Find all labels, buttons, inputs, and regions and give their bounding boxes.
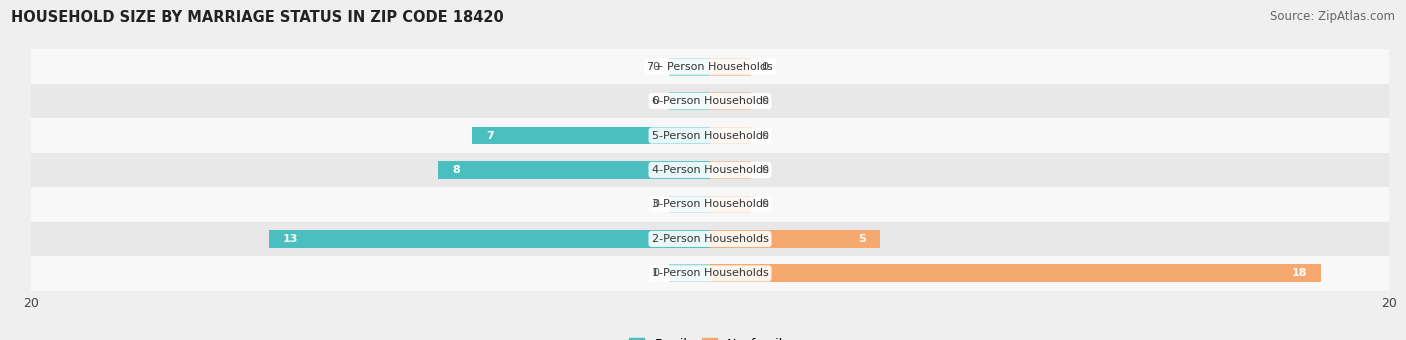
Bar [710, 57, 751, 75]
Bar [472, 126, 710, 144]
Bar [710, 126, 751, 144]
Text: 18: 18 [1292, 269, 1308, 278]
Bar [31, 84, 1389, 118]
Text: 8: 8 [451, 165, 460, 175]
Bar [31, 49, 1389, 84]
Text: 5-Person Households: 5-Person Households [651, 131, 769, 140]
Bar [31, 187, 1389, 222]
Bar [710, 265, 1322, 283]
Text: 7: 7 [486, 131, 494, 140]
Text: Source: ZipAtlas.com: Source: ZipAtlas.com [1270, 10, 1395, 23]
Text: 3-Person Households: 3-Person Households [651, 200, 769, 209]
Bar [31, 118, 1389, 153]
Legend: Family, Nonfamily: Family, Nonfamily [626, 334, 794, 340]
Text: 0: 0 [652, 269, 659, 278]
Bar [669, 265, 710, 283]
Text: 0: 0 [652, 96, 659, 106]
Text: 1-Person Households: 1-Person Households [651, 269, 769, 278]
Bar [710, 230, 880, 248]
Bar [439, 161, 710, 179]
Text: HOUSEHOLD SIZE BY MARRIAGE STATUS IN ZIP CODE 18420: HOUSEHOLD SIZE BY MARRIAGE STATUS IN ZIP… [11, 10, 503, 25]
Bar [31, 153, 1389, 187]
Text: 6-Person Households: 6-Person Households [651, 96, 769, 106]
Bar [710, 161, 751, 179]
Text: 7+ Person Households: 7+ Person Households [647, 62, 773, 71]
Text: 13: 13 [283, 234, 298, 244]
Text: 0: 0 [761, 62, 768, 71]
Bar [31, 222, 1389, 256]
Bar [710, 92, 751, 110]
Text: 0: 0 [652, 200, 659, 209]
Bar [710, 195, 751, 214]
Text: 4-Person Households: 4-Person Households [651, 165, 769, 175]
Bar [269, 230, 710, 248]
Text: 0: 0 [761, 165, 768, 175]
Bar [669, 57, 710, 75]
Text: 0: 0 [761, 131, 768, 140]
Bar [669, 92, 710, 110]
Text: 0: 0 [761, 96, 768, 106]
Text: 2-Person Households: 2-Person Households [651, 234, 769, 244]
Bar [669, 195, 710, 214]
Text: 0: 0 [652, 62, 659, 71]
Text: 0: 0 [761, 200, 768, 209]
Bar [31, 256, 1389, 291]
Text: 5: 5 [859, 234, 866, 244]
